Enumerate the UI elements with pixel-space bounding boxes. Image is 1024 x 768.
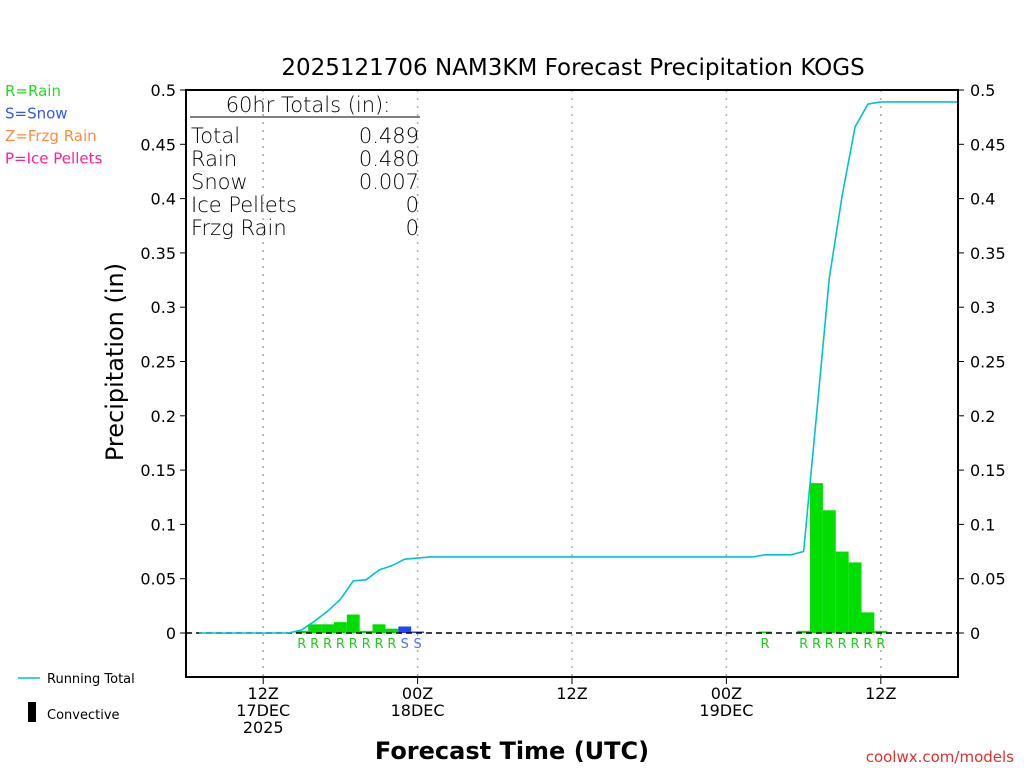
convective-legend-label: Convective: [47, 708, 120, 723]
precip-type-label: R: [336, 637, 345, 652]
x-tick-label: 12Z: [865, 684, 896, 703]
x-tick-label: 12Z: [556, 684, 587, 703]
precip-bar: [797, 630, 811, 633]
y-tick-label-right: 0.2: [970, 407, 995, 426]
precip-bar: [295, 630, 309, 633]
precip-type-label: R: [297, 637, 306, 652]
y-tick-label-left: 0.1: [151, 515, 176, 534]
totals-header: 60hr Totals (in):: [226, 93, 391, 117]
convective-legend-swatch: [28, 702, 36, 722]
x-tick-label: 00Z: [711, 684, 742, 703]
y-tick-label-right: 0.05: [970, 570, 1006, 589]
precip-bar: [874, 630, 888, 633]
x-tick-label: 18DEC: [391, 701, 445, 720]
precip-bar: [385, 628, 399, 633]
watermark: coolwx.com/models: [866, 748, 1014, 766]
totals-value: 0.480: [359, 147, 419, 171]
totals-label: Total: [191, 124, 240, 148]
y-axis-ticks: 0 00.05 0.050.1 0.10.15 0.150.2 0.20.25 0.250.…: [140, 81, 1005, 643]
precip-bar: [758, 631, 772, 633]
totals-box: 60hr Totals (in): Total 0.489 Rain 0.480 Snow…: [190, 93, 420, 240]
x-axis-label: Forecast Time (UTC): [375, 737, 649, 765]
totals-label: Ice Pellets: [191, 193, 297, 217]
y-tick-label-left: 0.3: [151, 298, 176, 317]
totals-value: 0: [406, 193, 419, 217]
precip-bar: [333, 622, 347, 633]
x-tick-label: 2025: [243, 718, 284, 737]
precip-bar: [346, 614, 360, 633]
precip-type-label: R: [310, 637, 319, 652]
legend-item: Z=Frzg Rain: [5, 127, 97, 145]
totals-value: 0.007: [359, 170, 419, 194]
precip-type-label: R: [323, 637, 332, 652]
y-tick-label-right: 0.1: [970, 515, 995, 534]
precip-bar: [835, 551, 849, 633]
x-tick-label: 17DEC: [236, 701, 290, 720]
y-tick-label-left: 0.05: [140, 570, 176, 589]
precip-bar: [321, 624, 334, 633]
precip-type-label: R: [876, 637, 885, 652]
x-tick-label: 12Z: [248, 684, 279, 703]
totals-value: 0: [406, 216, 419, 240]
y-tick-label-left: 0.15: [140, 461, 176, 480]
precip-bar: [861, 612, 875, 633]
y-tick-label-left: 0.45: [140, 135, 176, 154]
legend-item: S=Snow: [5, 105, 68, 123]
legend-item: P=Ice Pellets: [5, 150, 102, 168]
precip-type-label: R: [387, 637, 396, 652]
totals-label: Rain: [191, 147, 237, 171]
precip-bar: [810, 483, 823, 633]
precip-type-label: R: [863, 637, 872, 652]
y-tick-label-right: 0.4: [970, 190, 995, 209]
y-tick-label-right: 0.3: [970, 298, 995, 317]
y-tick-label-left: 0.4: [151, 190, 176, 209]
y-tick-label-right: 0: [970, 624, 980, 643]
chart-title: 2025121706 NAM3KM Forecast Precipitation…: [281, 55, 864, 81]
precip-bar: [359, 630, 373, 633]
x-tick-label: 00Z: [402, 684, 433, 703]
y-tick-label-right: 0.15: [970, 461, 1006, 480]
y-tick-label-left: 0.35: [140, 244, 176, 263]
precip-bar: [308, 624, 322, 633]
running-total-legend-label: Running Total: [47, 672, 135, 687]
precip-type-label: R: [812, 637, 821, 652]
totals-label: Frzg Rain: [191, 216, 287, 240]
y-axis-label: Precipitation (in): [101, 263, 129, 461]
running-total-line: [198, 101, 958, 634]
y-tick-label-right: 0.25: [970, 353, 1006, 372]
y-tick-label-left: 0.25: [140, 353, 176, 372]
y-tick-label-right: 0.35: [970, 244, 1006, 263]
y-tick-label-right: 0.45: [970, 135, 1006, 154]
precip-bar: [398, 626, 412, 633]
x-tick-label: 19DEC: [699, 701, 753, 720]
precip-type-label: R: [838, 637, 847, 652]
precip-type-label: R: [349, 637, 358, 652]
precip-type-label: R: [760, 637, 769, 652]
y-tick-label-left: 0: [166, 624, 176, 643]
precip-bar: [372, 624, 386, 633]
precip-type-label: S: [401, 637, 409, 652]
legend-item: R=Rain: [5, 82, 61, 100]
precip-type-label: R: [799, 637, 808, 652]
y-tick-label-right: 0.5: [970, 81, 995, 100]
precip-type-label: R: [825, 637, 834, 652]
y-tick-label-left: 0.5: [151, 81, 176, 100]
y-tick-label-left: 0.2: [151, 407, 176, 426]
totals-label: Snow: [191, 170, 248, 194]
gridlines: [262, 90, 882, 677]
precip-bar: [848, 562, 862, 633]
totals-value: 0.489: [359, 124, 419, 148]
precip-type-label: S: [413, 637, 421, 652]
precip-bar: [822, 510, 836, 633]
precip-type-label: R: [362, 637, 371, 652]
precip-type-label: R: [851, 637, 860, 652]
legend: R=Rain S=Snow Z=Frzg Rain P=Ice Pellets: [5, 82, 102, 168]
precip-type-label: R: [374, 637, 383, 652]
